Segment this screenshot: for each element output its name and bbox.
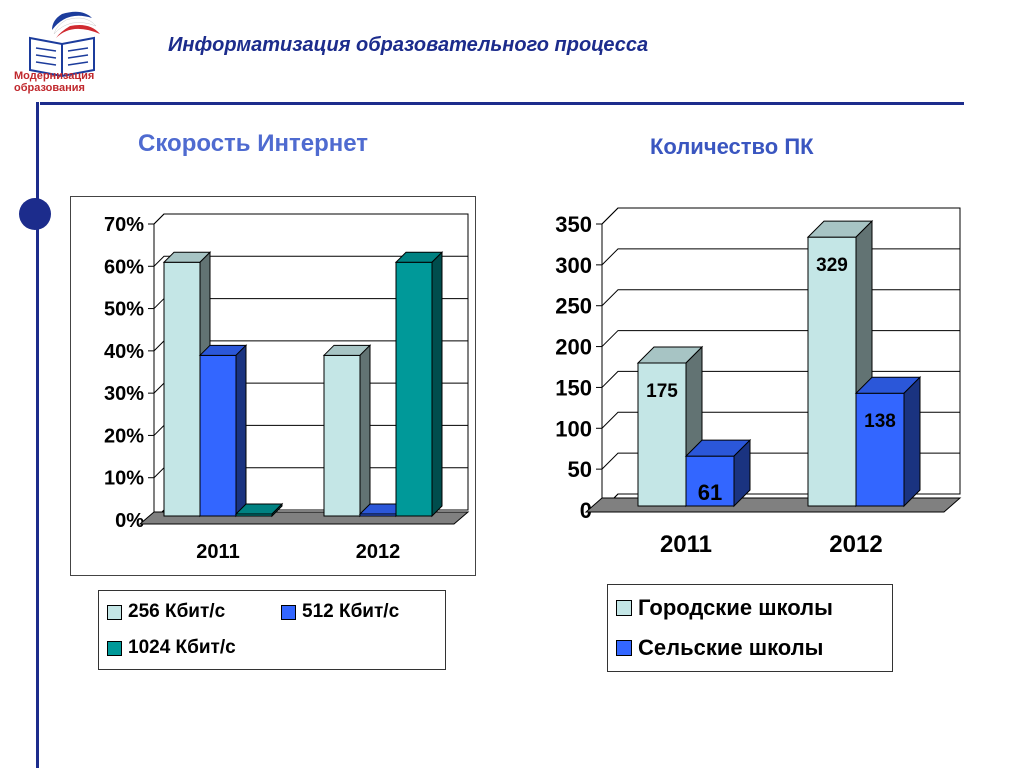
y-tick-label: 150 [555, 375, 592, 400]
chart-internet-speed: 0% 10% 20% 30% 40% 50% 60% 70% 2011 2012 [70, 196, 476, 576]
y-tick-label: 10% [104, 468, 144, 490]
gridline [601, 207, 960, 225]
data-label: 138 [864, 411, 896, 432]
legend-item-city: Городские школы [616, 595, 833, 621]
x-tick-label: 2012 [356, 541, 401, 563]
y-tick-label: 100 [555, 416, 592, 441]
y-tick-label: 250 [555, 294, 592, 319]
chart-pc-count: 0 50 100 150 200 250 300 350 175 329 61 138 2011 2012 [555, 207, 962, 558]
bar-2011-0-front [163, 261, 201, 517]
bar-2012-1 [854, 376, 922, 508]
logo [29, 11, 100, 78]
y-tick-label: 50% [104, 299, 144, 321]
legend-swatch-256 [107, 604, 122, 620]
bar-2011-1-front [685, 455, 735, 507]
legend-item-512: 512 Кбит/с [281, 601, 399, 623]
x-tick-label: 2011 [660, 531, 712, 558]
y-tick-label: 30% [104, 383, 144, 405]
y-tick-label: 40% [104, 341, 144, 363]
legend-swatch-rural [616, 640, 632, 656]
legend-item-256: 256 Кбит/с [107, 601, 225, 623]
bar-2011-1-front [199, 354, 237, 517]
legend-label-256: 256 Кбит/с [128, 601, 226, 622]
legend-pc-count: Городские школы Сельские школы [607, 584, 893, 672]
legend-label-1024: 1024 Кбит/с [128, 637, 236, 658]
page-title: Информатизация образовательного процесса [168, 34, 649, 56]
bar-2011-0-front [637, 362, 687, 507]
x-tick-label: 2011 [196, 541, 239, 563]
y-tick-label: 0 [580, 498, 592, 523]
logo-text-line2: образования [14, 82, 85, 94]
gridline [153, 255, 468, 267]
x-tick-label: 2012 [829, 531, 882, 558]
legend-internet-speed: 256 Кбит/с 512 Кбит/с 1024 Кбит/с [98, 590, 446, 670]
logo-text-line1: Модернизация [14, 70, 95, 82]
bar-2011-1-side [235, 344, 247, 518]
bar-2011-2-side [271, 502, 283, 518]
bar-2012-2-front [395, 261, 433, 517]
y-tick-label: 70% [104, 214, 144, 236]
legend-label-rural: Сельские школы [638, 635, 824, 660]
data-label: 329 [816, 255, 848, 276]
y-tick-label: 20% [104, 425, 144, 447]
legend-swatch-city [616, 600, 632, 616]
bar-2011-1 [684, 438, 752, 508]
y-tick-label: 50 [568, 457, 592, 482]
bar-2011-1-side [733, 438, 751, 508]
y-tick-label: 60% [104, 256, 144, 278]
bullet-dot [19, 198, 51, 230]
side-divider [36, 102, 39, 768]
y-tick-label: 300 [555, 253, 592, 278]
bar-2011-2 [234, 502, 284, 518]
legend-item-rural: Сельские школы [616, 635, 823, 661]
legend-label-512: 512 Кбит/с [302, 601, 400, 622]
legend-swatch-1024 [107, 640, 122, 656]
chart-title-internet-speed: Скорость Интернет [138, 130, 369, 157]
y-tick-label: 0% [115, 510, 144, 532]
bar-2012-1-side [903, 376, 921, 508]
bar-2012-0-side [359, 344, 371, 518]
y-tick-label: 200 [555, 335, 592, 360]
bar-2012-1-front [855, 392, 905, 507]
legend-item-1024: 1024 Кбит/с [107, 637, 236, 659]
bar-2012-0 [322, 344, 372, 518]
data-label: 61 [698, 480, 722, 505]
legend-label-city: Городские школы [638, 595, 833, 620]
legend-swatch-512 [281, 604, 296, 620]
data-label: 175 [646, 381, 678, 402]
logo-text: Модернизация образования [14, 70, 94, 94]
header-divider [40, 102, 964, 105]
bar-2012-0-front [807, 236, 857, 507]
gridline [153, 213, 468, 225]
chart-title-pc-count: Количество ПК [650, 134, 814, 159]
bar-2012-2-side [431, 251, 443, 518]
y-tick-label: 350 [555, 212, 592, 237]
bar-2011-1 [198, 344, 248, 518]
bar-2012-0-front [323, 354, 361, 517]
bar-2012-2 [394, 251, 444, 518]
